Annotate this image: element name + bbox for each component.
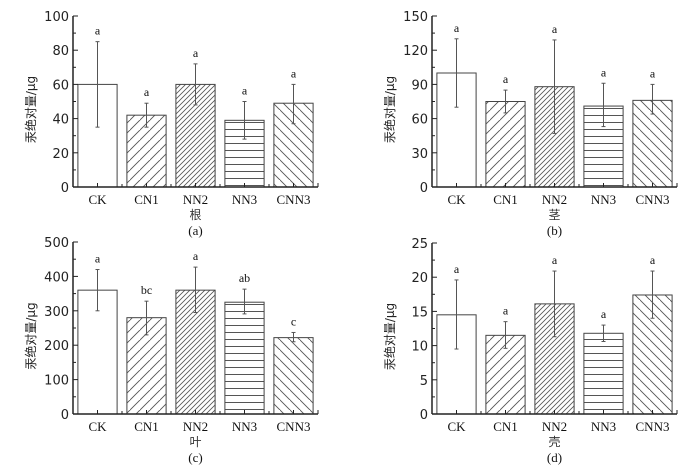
x-tick-label: CK [88,192,107,207]
x-tick-label: NN3 [232,419,257,434]
x-tick-label: CNN3 [277,419,311,434]
y-tick-label: 150 [403,10,428,25]
y-tick-label: 40 [52,113,69,128]
x-tick-label: CK [447,419,466,434]
significance-label: a [95,24,101,38]
significance-label: a [601,65,607,79]
significance-label: a [552,22,558,36]
significance-label: a [552,253,558,267]
x-axis-label: 根 [189,208,201,222]
y-tick-label: 25 [411,237,428,252]
y-tick-label: 0 [420,181,428,196]
x-tick-label: NN2 [542,192,567,207]
bar-nn3 [583,332,624,415]
y-tick-label: 10 [411,340,428,355]
y-tick-label: 15 [411,305,428,320]
y-tick-label: 90 [411,78,428,93]
significance-label: a [242,84,248,98]
y-tick-label: 200 [44,339,69,354]
significance-label: c [291,314,296,328]
x-tick-label: NN2 [542,419,567,434]
significance-label: a [454,21,460,35]
panel-caption: (d) [547,450,562,465]
x-tick-label: CNN3 [636,419,670,434]
y-tick-label: 0 [61,181,69,196]
y-tick-label: 20 [52,147,69,162]
significance-label: ab [239,271,250,285]
y-tick-label: 60 [411,113,428,128]
y-tick-label: 5 [420,374,428,389]
y-tick-label: 30 [411,147,428,162]
x-tick-label: CNN3 [636,192,670,207]
panel-caption: (c) [188,450,202,465]
x-tick-label: CN1 [493,192,518,207]
x-tick-label: CN1 [493,419,518,434]
x-tick-label: NN2 [183,192,208,207]
significance-label: bc [141,283,152,297]
y-tick-label: 100 [44,10,69,25]
panel-caption: (b) [547,223,562,238]
x-tick-label: CN1 [134,419,159,434]
significance-label: a [650,66,656,80]
y-tick-label: 80 [52,44,69,59]
y-tick-label: 500 [44,236,69,251]
bar-nn3 [224,301,265,415]
x-tick-label: CK [88,419,107,434]
bar-ck [436,314,477,415]
y-axis-label: 汞绝对量/μg [382,303,397,370]
significance-label: a [454,262,460,276]
chart-panel-1: a CK a CN1 a NN2 a NN3 a CNN3 0 30 60 90 120 150 汞绝对量/μg… [382,10,678,238]
y-tick-label: 0 [420,408,428,423]
significance-label: a [503,304,509,318]
significance-label: a [95,252,101,266]
x-tick-label: NN2 [183,419,208,434]
x-axis-label: 叶 [189,435,201,449]
y-tick-label: 120 [403,44,428,59]
y-axis-label: 汞绝对量/μg [23,302,38,369]
y-tick-label: 100 [44,374,69,389]
chart-panel-2: a CK bc CN1 a NN2 ab NN3 c CNN3 0 100 200 300 400 500 汞绝… [23,236,319,465]
y-tick-label: 300 [44,305,69,320]
y-axis-label: 汞绝对量/μg [23,76,38,143]
x-tick-label: NN3 [232,192,257,207]
chart-panel-0: a CK a CN1 a NN2 a NN3 a CNN3 0 20 40 60 80 100 汞绝对量/μg 根… [23,10,319,238]
chart-panel-3: a CK a CN1 a NN2 a NN3 a CNN3 0 5 10 15 20 25 汞绝对量/μg 壳(d… [382,237,678,465]
significance-label: a [650,253,656,267]
significance-label: a [193,249,199,263]
y-tick-label: 400 [44,270,69,285]
y-tick-label: 20 [411,271,428,286]
significance-label: a [144,85,150,99]
x-tick-label: CN1 [134,192,159,207]
x-tick-label: CNN3 [277,192,311,207]
x-tick-label: NN3 [591,419,616,434]
x-tick-label: NN3 [591,192,616,207]
significance-label: a [601,307,607,321]
panel-caption: (a) [188,223,202,238]
y-axis-label: 汞绝对量/μg [382,76,397,143]
significance-label: a [193,46,199,60]
x-axis-label: 茎 [548,208,560,222]
bar-cn1 [485,101,526,188]
x-tick-label: CK [447,192,466,207]
bar-cnn3 [273,337,314,415]
x-axis-label: 壳 [548,435,560,449]
significance-label: a [291,66,297,80]
y-tick-label: 60 [52,78,69,93]
significance-label: a [503,72,509,86]
y-tick-label: 0 [61,408,69,423]
